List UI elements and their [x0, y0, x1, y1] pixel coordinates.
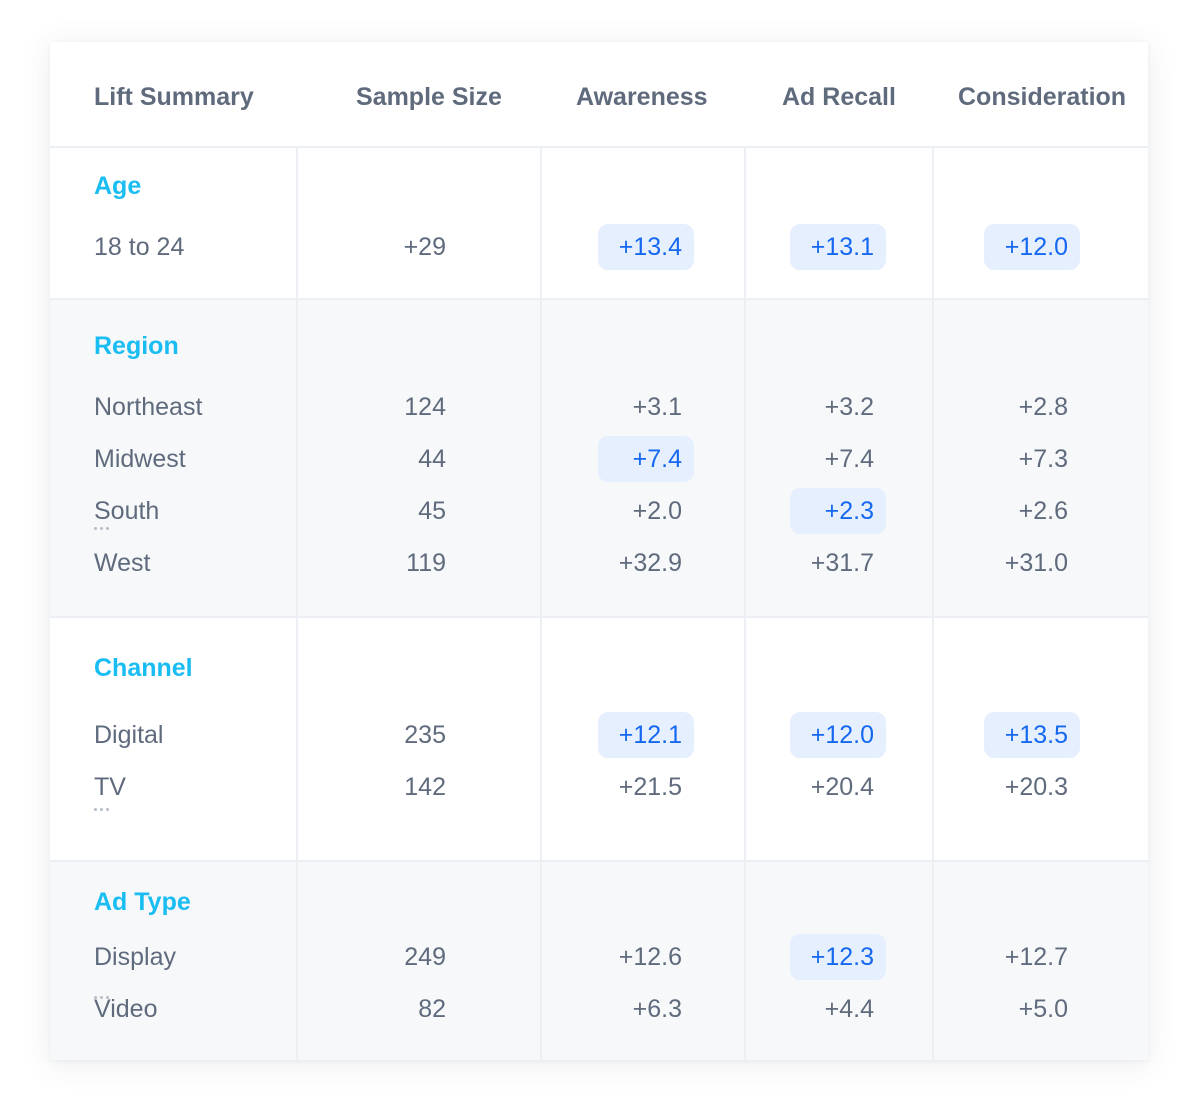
- table-header: Lift Summary Sample Size Awareness Ad Re…: [50, 42, 1148, 148]
- ad-recall-value: +31.7: [810, 549, 874, 577]
- row-label: Northeast: [94, 393, 203, 421]
- row-label: Midwest: [94, 445, 186, 473]
- section-divider: [50, 860, 1148, 862]
- consideration-value: +12.0: [984, 224, 1080, 270]
- sample-size-value: 249: [404, 943, 446, 971]
- table-row: West 119 +32.9 +31.7 +31.0: [50, 540, 1148, 586]
- truncation-dots: [94, 527, 112, 531]
- ad-recall-value: +20.4: [810, 773, 874, 801]
- table-row: Northeast 124 +3.1 +3.2 +2.8: [50, 384, 1148, 430]
- awareness-value: +6.3: [632, 995, 682, 1023]
- column-divider: [744, 146, 746, 1060]
- sample-size-value: +29: [403, 233, 446, 261]
- consideration-value: +12.7: [1004, 943, 1068, 971]
- row-label: TV: [94, 773, 126, 801]
- row-label: South: [94, 497, 160, 525]
- awareness-value: +13.4: [598, 224, 694, 270]
- header-awareness: Awareness: [576, 83, 708, 111]
- awareness-value: +12.6: [618, 943, 682, 971]
- table-row: Video 82 +6.3 +4.4 +5.0: [50, 986, 1148, 1032]
- consideration-value: +2.6: [1018, 497, 1068, 525]
- ad-recall-value: +12.0: [790, 712, 886, 758]
- header-ad-recall: Ad Recall: [782, 83, 896, 111]
- row-label: Display: [94, 943, 176, 971]
- column-divider: [932, 146, 934, 1060]
- sample-size-value: 45: [418, 497, 446, 525]
- table-row: TV 142 +21.5 +20.4 +20.3: [50, 764, 1148, 812]
- consideration-value: +2.8: [1018, 393, 1068, 421]
- row-label: Digital: [94, 721, 164, 749]
- sample-size-value: 44: [418, 445, 446, 473]
- consideration-value: +13.5: [984, 712, 1080, 758]
- section-title: Region: [94, 332, 179, 360]
- awareness-value: +21.5: [618, 773, 682, 801]
- sample-size-value: 235: [404, 721, 446, 749]
- header-lift-summary: Lift Summary: [94, 83, 254, 111]
- section-ad-type: Ad Type Display 249 +12.6 +12.3 +12.7 Vi…: [50, 862, 1148, 1060]
- column-divider: [540, 146, 542, 1060]
- consideration-value: +31.0: [1004, 549, 1068, 577]
- section-divider: [50, 298, 1148, 300]
- consideration-value: +20.3: [1004, 773, 1068, 801]
- row-label: Video: [94, 995, 158, 1023]
- sample-size-value: 142: [404, 773, 446, 801]
- section-title: Ad Type: [94, 888, 191, 916]
- awareness-value: +7.4: [598, 436, 694, 482]
- truncation-dots: [94, 808, 112, 812]
- ad-recall-value: +7.4: [824, 445, 874, 473]
- consideration-value: +7.3: [1018, 445, 1068, 473]
- ad-recall-value: +2.3: [790, 488, 886, 534]
- table-row: Midwest 44 +7.4 +7.4 +7.3: [50, 436, 1148, 482]
- section-region: Region Northeast 124 +3.1 +3.2 +2.8 Midw…: [50, 300, 1148, 618]
- sample-size-value: 82: [418, 995, 446, 1023]
- truncation-dots: [94, 996, 112, 1000]
- ad-recall-value: +13.1: [790, 224, 886, 270]
- row-label: 18 to 24: [94, 233, 185, 261]
- column-divider: [296, 146, 298, 1060]
- row-label: West: [94, 549, 151, 577]
- table-row: Display 249 +12.6 +12.3 +12.7: [50, 934, 1148, 980]
- awareness-value: +2.0: [632, 497, 682, 525]
- lift-summary-table: Lift Summary Sample Size Awareness Ad Re…: [50, 42, 1148, 1060]
- sample-size-value: 119: [406, 549, 446, 577]
- section-title: Age: [94, 172, 142, 200]
- ad-recall-value: +12.3: [790, 934, 886, 980]
- awareness-value: +12.1: [598, 712, 694, 758]
- section-channel: Channel Digital 235 +12.1 +12.0 +13.5 TV…: [50, 618, 1148, 862]
- table-row: South 45 +2.0 +2.3 +2.6: [50, 488, 1148, 534]
- consideration-value: +5.0: [1018, 995, 1068, 1023]
- table-row: 18 to 24 +29 +13.4 +13.1 +12.0: [50, 224, 1148, 270]
- header-sample-size: Sample Size: [356, 83, 502, 111]
- ad-recall-value: +3.2: [824, 393, 874, 421]
- awareness-value: +3.1: [632, 393, 682, 421]
- awareness-value: +32.9: [618, 549, 682, 577]
- sample-size-value: 124: [404, 393, 446, 421]
- header-consideration: Consideration: [958, 83, 1127, 111]
- table-row: Digital 235 +12.1 +12.0 +13.5: [50, 712, 1148, 758]
- section-divider: [50, 616, 1148, 618]
- ad-recall-value: +4.4: [824, 995, 874, 1023]
- section-title: Channel: [94, 654, 193, 682]
- section-age: Age 18 to 24 +29 +13.4 +13.1 +12.0: [50, 146, 1148, 300]
